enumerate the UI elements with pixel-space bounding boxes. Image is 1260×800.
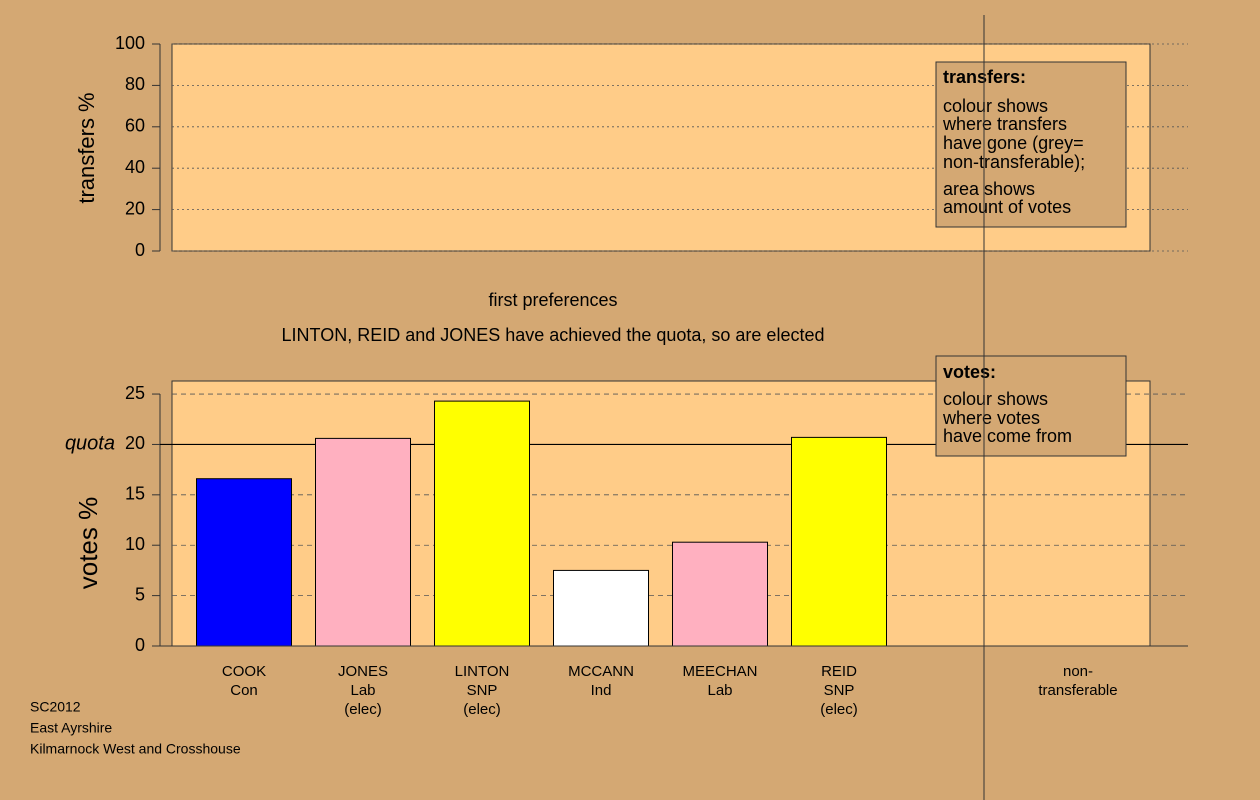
y-tick-label: 80 <box>125 74 145 94</box>
y-tick-label: 40 <box>125 157 145 177</box>
x-tick-label: Lab <box>350 682 375 699</box>
legend-title: votes: <box>943 362 996 382</box>
bar <box>791 436 887 647</box>
footer-text: SC2012 <box>30 699 81 715</box>
y-tick-label: 10 <box>125 534 145 554</box>
x-tick-label: REID <box>821 663 857 680</box>
legend-text: area shows <box>943 179 1035 199</box>
x-tick-label: Ind <box>591 682 612 699</box>
bar <box>553 569 649 647</box>
y-tick-label: 20 <box>125 433 145 453</box>
legend-text: colour shows <box>943 389 1048 409</box>
bar <box>196 478 292 647</box>
bar <box>315 437 411 647</box>
bar <box>672 541 768 647</box>
legend-text: amount of votes <box>943 197 1071 217</box>
x-tick-label: (elec) <box>463 701 501 718</box>
x-tick-label: (elec) <box>820 701 858 718</box>
x-tick-label: (elec) <box>344 701 382 718</box>
x-tick-label: SNP <box>824 682 855 699</box>
legend-text: colour shows <box>943 96 1048 116</box>
legend-text: have come from <box>943 426 1072 446</box>
x-tick-label: SNP <box>467 682 498 699</box>
bar <box>434 400 530 647</box>
legend-text: non-transferable); <box>943 152 1085 172</box>
x-tick-label: JONES <box>338 663 388 680</box>
chart-title: first preferences <box>488 290 617 310</box>
x-tick-label: MEECHAN <box>682 663 757 680</box>
footer-text: East Ayrshire <box>30 720 112 736</box>
legend-box <box>935 61 1127 228</box>
x-tick-label: transferable <box>1038 682 1117 699</box>
y-tick-label: 15 <box>125 484 145 504</box>
quota-label: quota <box>65 433 115 455</box>
y-tick-label: 60 <box>125 116 145 136</box>
y-tick-label: 100 <box>115 33 145 53</box>
footer-text: Kilmarnock West and Crosshouse <box>30 741 241 757</box>
x-tick-label: Lab <box>707 682 732 699</box>
x-tick-label: Con <box>230 682 258 699</box>
y-tick-label: 0 <box>135 635 145 655</box>
legend-text: have gone (grey= <box>943 133 1084 153</box>
y-axis-label: votes % <box>73 497 103 590</box>
x-tick-label: MCCANN <box>568 663 634 680</box>
legend-box <box>935 355 1127 457</box>
y-tick-label: 25 <box>125 383 145 403</box>
x-tick-label: non- <box>1063 663 1093 680</box>
legend-title: transfers: <box>943 67 1026 87</box>
x-tick-label: COOK <box>222 663 266 680</box>
y-tick-label: 5 <box>135 584 145 604</box>
chart-subtitle: LINTON, REID and JONES have achieved the… <box>282 325 825 345</box>
y-tick-label: 0 <box>135 240 145 260</box>
x-tick-label: LINTON <box>455 663 510 680</box>
legend-text: where transfers <box>942 114 1067 134</box>
legend-text: where votes <box>942 408 1040 428</box>
y-axis-label: transfers % <box>74 92 99 203</box>
y-tick-label: 20 <box>125 198 145 218</box>
